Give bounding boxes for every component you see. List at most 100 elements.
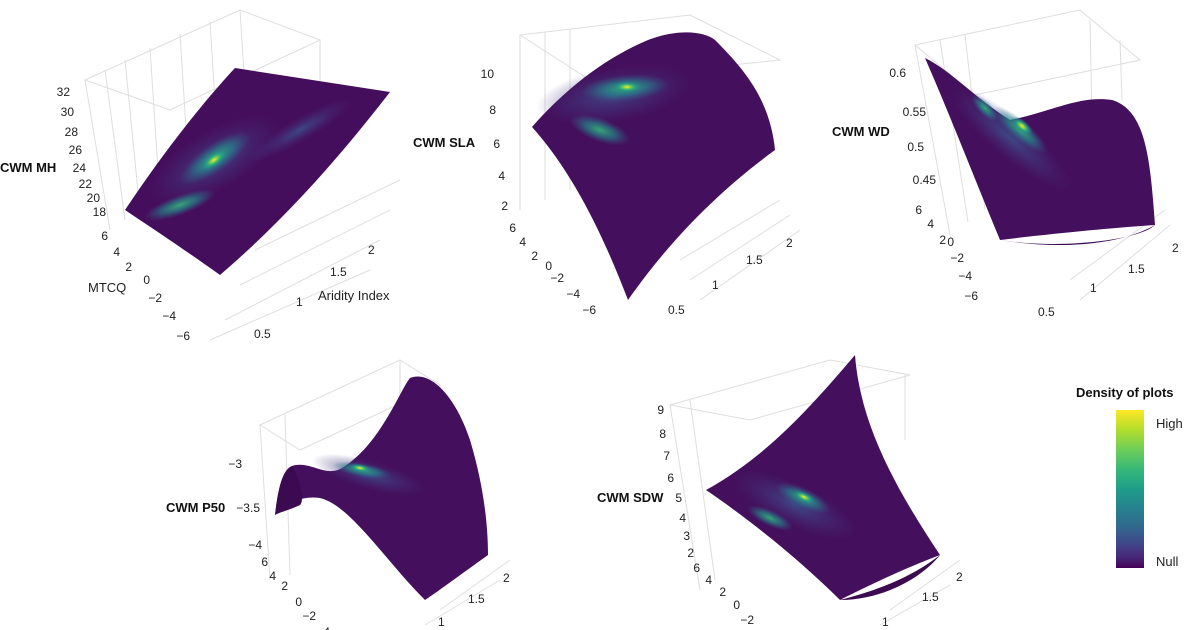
panel-cwm-mh: CWM MH 32 30 28 26 24 22 20 18 6 4 2 0 −…	[0, 9, 401, 343]
z-tick: 0.6	[889, 66, 906, 80]
x-tick: 1.5	[746, 253, 763, 267]
y-axis-title: MTCQ	[88, 280, 126, 295]
legend-title: Density of plots	[1076, 385, 1174, 400]
y-tick: −2	[740, 613, 754, 627]
panel-cwm-sdw: 9 8 7 6 CWM SDW 5 4 3 2 6 4 2 0 −2 2 1.5…	[597, 355, 963, 629]
z-axis-title: CWM SDW	[597, 490, 664, 505]
panel-cwm-p50: −3 CWM P50 −3.5 −4 6 4 2 0 −2 −4 2 1.5 1	[166, 359, 511, 630]
y-tick: 4	[705, 573, 712, 587]
z-tick: 0.55	[903, 105, 927, 119]
y-tick: 0	[947, 235, 954, 249]
z-tick: 6	[493, 137, 500, 151]
legend-null-label: Null	[1156, 554, 1179, 569]
x-axis-title: Aridity Index	[318, 288, 390, 303]
z-tick: −3.5	[236, 501, 260, 515]
z-tick: 4	[679, 511, 686, 525]
x-tick: 1	[296, 295, 303, 309]
x-tick: 1	[1090, 281, 1097, 295]
z-axis-title: CWM WD	[832, 124, 890, 139]
x-tick: 0.5	[668, 303, 685, 317]
z-axis-title: CWM MH	[0, 160, 56, 175]
z-tick: 2	[501, 199, 508, 213]
x-tick: 2	[786, 236, 793, 250]
z-tick: 5	[675, 491, 682, 505]
density-peak	[612, 81, 642, 93]
y-tick: −6	[176, 329, 190, 343]
x-tick: 2	[503, 571, 510, 585]
z-tick: 3	[683, 529, 690, 543]
density-peak	[349, 463, 371, 473]
y-tick: 4	[113, 245, 120, 259]
z-axis-title: CWM SLA	[413, 135, 476, 150]
y-tick: 2	[531, 249, 538, 263]
z-tick: 0.45	[913, 173, 937, 187]
y-tick: 4	[927, 217, 934, 231]
density-peak	[792, 490, 816, 504]
z-tick: 32	[57, 85, 71, 99]
x-tick: 1	[438, 615, 445, 629]
y-tick: 6	[509, 221, 516, 235]
surface	[706, 355, 940, 600]
y-tick: 6	[693, 561, 700, 575]
z-tick: 20	[87, 191, 101, 205]
grid-lines	[669, 359, 961, 626]
density-region	[971, 94, 999, 122]
y-tick: 2	[719, 585, 726, 599]
y-tick: 0	[733, 598, 740, 612]
density-peak	[200, 149, 228, 171]
z-tick: 6	[667, 471, 674, 485]
x-tick: 1.5	[468, 592, 485, 606]
y-tick: −2	[950, 251, 964, 265]
z-tick: 4	[498, 169, 505, 183]
y-tick: −4	[566, 287, 580, 301]
z-tick: 30	[61, 105, 75, 119]
y-tick: −4	[316, 625, 330, 630]
y-tick: 6	[101, 229, 108, 243]
z-tick: 2	[687, 546, 694, 560]
density-region	[247, 98, 353, 162]
density-region	[747, 505, 793, 531]
x-tick: 1.5	[1128, 262, 1145, 276]
x-tick: 1	[712, 278, 719, 292]
x-tick: 2	[1172, 241, 1179, 255]
y-tick: −2	[302, 609, 316, 623]
z-tick: 24	[73, 161, 87, 175]
legend-colorbar	[1116, 410, 1144, 568]
panel-cwm-wd: CWM WD 0.6 0.55 0.5 0.45 6 4 2 0 −2 −4 −…	[832, 9, 1179, 319]
z-tick: 22	[79, 177, 93, 191]
density-peak	[1011, 116, 1033, 136]
z-tick: 26	[69, 143, 83, 157]
z-tick: 8	[659, 427, 666, 441]
y-tick: −6	[964, 289, 978, 303]
y-tick: 2	[281, 579, 288, 593]
z-tick: −3	[228, 457, 242, 471]
y-tick: 0	[545, 259, 552, 273]
density-region	[144, 188, 216, 222]
x-tick: 0.5	[254, 327, 271, 341]
y-tick: 0	[295, 595, 302, 609]
y-tick: 2	[939, 233, 946, 247]
x-tick: 1	[882, 615, 889, 629]
panel-cwm-sla: CWM SLA 10 8 6 4 2 6 4 2 0 −2 −4 −6 2 1.…	[413, 14, 801, 317]
z-tick: 9	[657, 403, 664, 417]
y-tick: 6	[915, 203, 922, 217]
y-tick: −4	[162, 309, 176, 323]
z-tick: 0.5	[907, 140, 924, 154]
y-tick: −2	[148, 291, 162, 305]
y-tick: −2	[550, 271, 564, 285]
density-region	[569, 114, 631, 146]
z-tick: 28	[65, 125, 79, 139]
z-tick: 8	[489, 103, 496, 117]
x-tick: 2	[956, 570, 963, 584]
z-tick: −4	[248, 538, 262, 552]
x-tick: 1.5	[922, 590, 939, 604]
grid-lines	[258, 359, 511, 626]
y-tick: 4	[519, 235, 526, 249]
surface-fold	[275, 466, 303, 515]
z-tick: 10	[481, 67, 495, 81]
y-tick: −4	[958, 269, 972, 283]
x-tick: 1.5	[330, 265, 347, 279]
y-tick: 2	[125, 260, 132, 274]
z-axis-title: CWM P50	[166, 500, 225, 515]
grid-lines	[518, 14, 801, 301]
